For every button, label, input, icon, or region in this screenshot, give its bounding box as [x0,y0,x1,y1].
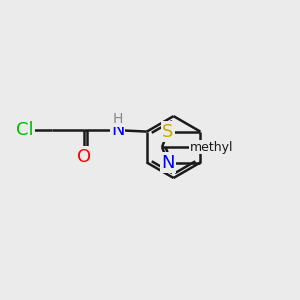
Text: H: H [112,112,123,126]
Text: methyl: methyl [190,141,233,154]
Text: Cl: Cl [16,121,34,139]
Text: N: N [111,121,124,139]
Text: N: N [161,154,175,172]
Text: S: S [162,123,174,141]
Text: O: O [77,148,91,166]
